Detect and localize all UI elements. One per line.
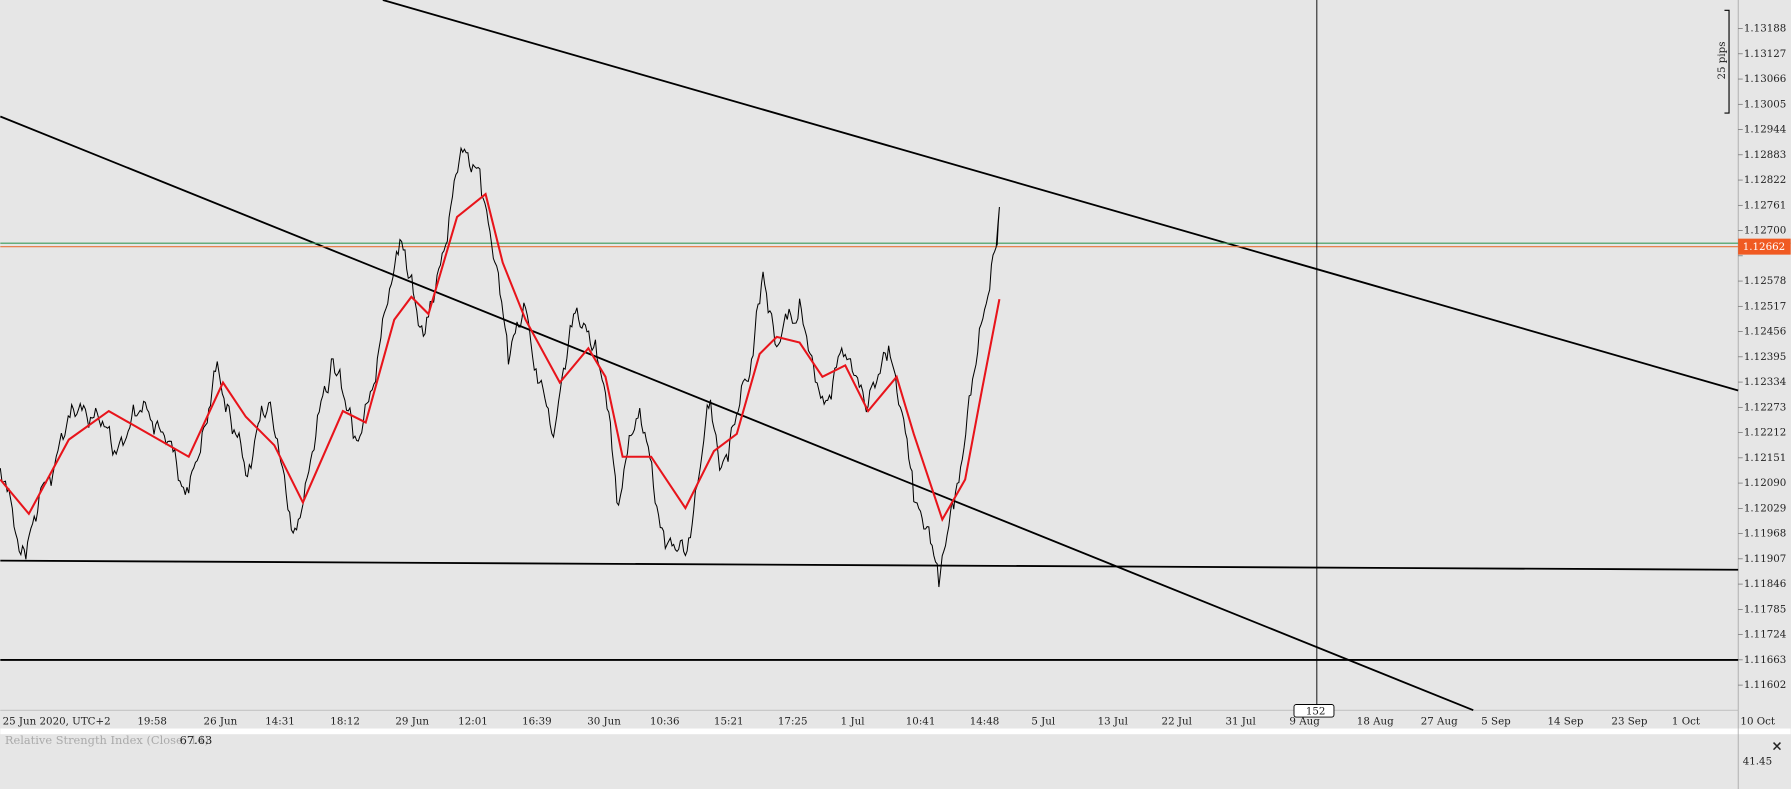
time-label: 15:21 — [714, 716, 744, 728]
trendline — [0, 559, 1739, 571]
price-label: 1.12212 — [1744, 427, 1786, 439]
time-label: 9 Aug — [1289, 716, 1320, 728]
price-label: 1.11785 — [1744, 603, 1786, 615]
price-label: 1.12578 — [1744, 275, 1786, 287]
time-label: 27 Aug — [1421, 716, 1458, 728]
time-label: 5 Sep — [1481, 716, 1511, 728]
time-label: 10 Oct — [1740, 716, 1775, 728]
time-label: 31 Jul — [1225, 716, 1255, 728]
time-label: 5 Jul — [1031, 716, 1055, 728]
time-label: 17:25 — [778, 716, 808, 728]
time-label: 10:41 — [906, 716, 936, 728]
current-price: 1.12662 — [1743, 241, 1785, 253]
time-label: 22 Jul — [1162, 716, 1192, 728]
price-label: 1.12456 — [1744, 326, 1786, 338]
time-label: 30 Jun — [587, 716, 621, 728]
price-label: 1.12517 — [1744, 300, 1786, 312]
time-label: 25 Jun 2020, UTC+2 — [3, 716, 111, 728]
price-label: 1.13005 — [1744, 98, 1786, 110]
time-label: 1 Jul — [841, 716, 865, 728]
price-label: 1.11968 — [1744, 528, 1786, 540]
time-label: 13 Jul — [1098, 716, 1128, 728]
time-label: 18 Aug — [1357, 716, 1394, 728]
time-label: 14:48 — [970, 716, 1000, 728]
price-label: 1.12700 — [1744, 225, 1786, 237]
indicator-name: Relative Strength Index (Close, 14) — [5, 733, 209, 747]
moving-average — [0, 192, 1001, 523]
price-label: 1.11907 — [1744, 553, 1786, 565]
indicator-value: 67.63 — [180, 733, 213, 747]
time-label: 12:01 — [458, 716, 488, 728]
price-label: 1.12822 — [1744, 174, 1786, 186]
time-label: 14 Sep — [1547, 716, 1583, 728]
price-label: 1.12090 — [1744, 477, 1786, 489]
time-label: 18:12 — [330, 716, 360, 728]
time-label: 10:36 — [650, 716, 680, 728]
price-label: 1.11724 — [1744, 629, 1787, 641]
time-label: 14:31 — [265, 716, 295, 728]
price-line — [0, 146, 1000, 588]
price-label: 1.12029 — [1744, 502, 1786, 514]
ruler-label: 25 pips — [1716, 42, 1728, 80]
cursor-label-box — [1293, 704, 1335, 718]
price-label: 1.13188 — [1744, 23, 1786, 35]
indicator-axis-label: 41.45 — [1743, 756, 1772, 768]
time-label: 26 Jun — [204, 716, 238, 728]
price-label: 1.13066 — [1744, 73, 1786, 85]
close-button[interactable]: × — [1771, 738, 1782, 754]
price-label: 1.12395 — [1744, 351, 1786, 363]
price-label: 1.12883 — [1744, 149, 1786, 161]
price-label: 1.12944 — [1744, 124, 1787, 136]
cursor-label: 152 — [1306, 705, 1326, 717]
time-label: 19:58 — [137, 716, 167, 728]
trendline — [382, 0, 1739, 392]
price-label: 1.12273 — [1744, 401, 1786, 413]
time-label: 29 Jun — [395, 716, 429, 728]
pane-separator — [0, 728, 1791, 735]
price-label: 1.12334 — [1744, 376, 1787, 388]
price-label: 1.11663 — [1744, 654, 1786, 666]
time-label: 16:39 — [522, 716, 552, 728]
current-price-box — [1738, 238, 1791, 255]
price-label: 1.11846 — [1744, 578, 1786, 590]
time-label: 23 Sep — [1611, 716, 1647, 728]
price-label: 1.13127 — [1744, 48, 1786, 60]
price-label: 1.11602 — [1744, 679, 1786, 691]
time-label: 1 Oct — [1672, 716, 1701, 728]
price-label: 1.12761 — [1744, 199, 1786, 211]
price-label: 1.12151 — [1744, 452, 1786, 464]
ruler — [1724, 9, 1730, 114]
